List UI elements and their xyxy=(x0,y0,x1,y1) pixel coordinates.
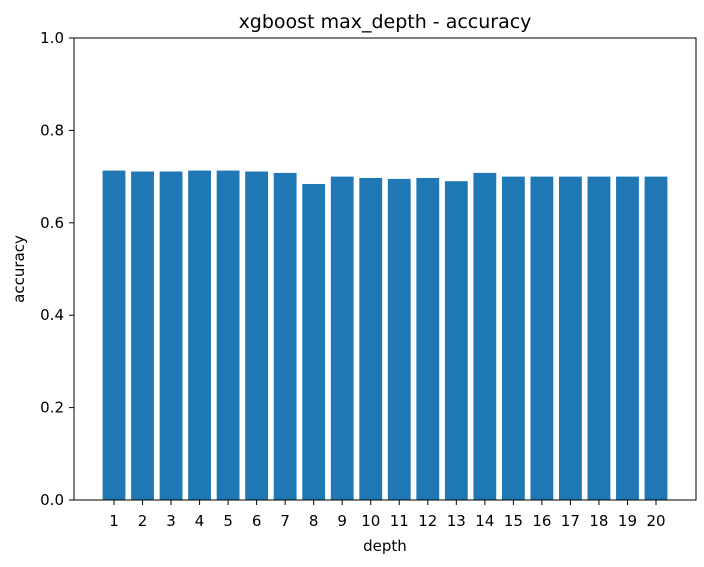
bars-group xyxy=(102,170,668,501)
bar-depth-3 xyxy=(159,171,183,500)
x-tick-label: 6 xyxy=(252,512,262,530)
y-tick-label: 0.2 xyxy=(40,399,64,417)
y-tick-label: 0.0 xyxy=(40,491,64,509)
bar-depth-9 xyxy=(330,176,354,500)
x-tick-label: 10 xyxy=(361,512,380,530)
x-tick-label: 11 xyxy=(390,512,409,530)
x-tick-label: 1 xyxy=(109,512,119,530)
bar-depth-7 xyxy=(273,172,297,500)
x-tick-label: 19 xyxy=(618,512,637,530)
y-tick-label: 0.8 xyxy=(40,121,64,139)
y-tick-label: 0.4 xyxy=(40,306,64,324)
x-tick-label: 16 xyxy=(532,512,551,530)
bar-depth-20 xyxy=(644,176,668,500)
x-tick-label: 18 xyxy=(589,512,608,530)
x-tick-label: 15 xyxy=(504,512,523,530)
x-axis-label: depth xyxy=(363,537,407,555)
x-tick-label: 9 xyxy=(337,512,347,530)
x-tick-label: 2 xyxy=(138,512,148,530)
x-tick-label: 13 xyxy=(447,512,466,530)
x-tick-label: 3 xyxy=(166,512,176,530)
bar-depth-4 xyxy=(188,170,211,500)
bar-depth-16 xyxy=(530,176,554,500)
bar-depth-15 xyxy=(501,176,525,500)
plot-frame xyxy=(73,37,697,501)
x-tick-label: 8 xyxy=(309,512,319,530)
bar-depth-6 xyxy=(245,171,269,500)
x-tick-label: 14 xyxy=(475,512,494,530)
x-tick-label: 20 xyxy=(646,512,665,530)
bar-depth-2 xyxy=(131,171,154,500)
bar-depth-12 xyxy=(416,177,440,501)
bar-depth-13 xyxy=(444,181,468,500)
bar-depth-11 xyxy=(387,178,411,500)
x-axis-ticks: 1 2 3 4 5 6 7 8 9 10 11 12 13 14 15 16 17 18 19 20 xyxy=(109,500,666,530)
bar-depth-10 xyxy=(359,177,383,501)
y-axis-ticks: 0.0 0.2 0.4 0.6 0.8 1.0 xyxy=(40,29,74,509)
chart-title: xgboost max_depth - accuracy xyxy=(239,11,532,33)
bar-depth-1 xyxy=(102,170,126,500)
bar-depth-8 xyxy=(302,183,326,501)
y-tick-label: 0.6 xyxy=(40,214,64,232)
x-tick-label: 4 xyxy=(195,512,205,530)
y-axis-label: accuracy xyxy=(10,235,28,303)
bar-depth-19 xyxy=(616,176,639,500)
bar-depth-5 xyxy=(216,170,240,500)
x-tick-label: 12 xyxy=(418,512,437,530)
bar-depth-18 xyxy=(587,176,611,500)
x-tick-label: 5 xyxy=(223,512,233,530)
y-tick-label: 1.0 xyxy=(40,29,64,47)
x-tick-label: 7 xyxy=(280,512,290,530)
bar-depth-14 xyxy=(473,172,497,500)
x-tick-label: 17 xyxy=(561,512,580,530)
bar-depth-17 xyxy=(559,176,582,500)
